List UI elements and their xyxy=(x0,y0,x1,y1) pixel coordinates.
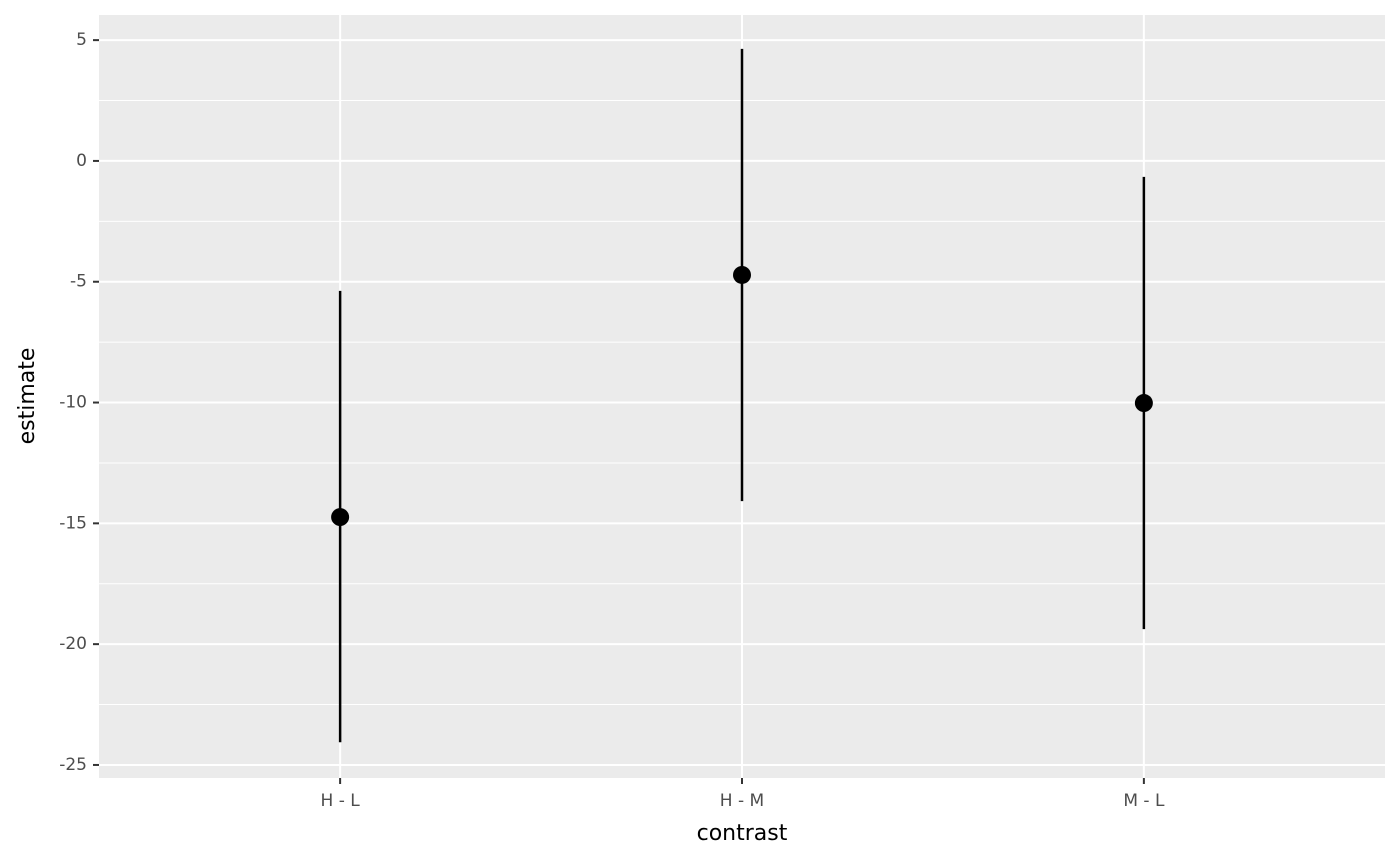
y-axis-title: estimate xyxy=(15,348,40,445)
y-tick-label: -25 xyxy=(59,755,87,775)
x-tick-label: H - M xyxy=(720,791,764,811)
x-tick-label: M - L xyxy=(1123,791,1165,811)
marks xyxy=(331,48,1153,743)
point xyxy=(733,265,751,284)
y-tick-label: -10 xyxy=(59,393,87,413)
point xyxy=(331,508,350,527)
x-axis-title: contrast xyxy=(697,821,788,846)
point xyxy=(1134,394,1153,413)
y-tick-label: -15 xyxy=(59,513,87,533)
y-tick-label: -5 xyxy=(70,272,87,292)
y-tick-label: 5 xyxy=(76,30,87,50)
y-tick-label: -20 xyxy=(59,634,87,654)
y-tick-label: 0 xyxy=(76,151,87,171)
x-tick-label: H - L xyxy=(321,791,361,811)
